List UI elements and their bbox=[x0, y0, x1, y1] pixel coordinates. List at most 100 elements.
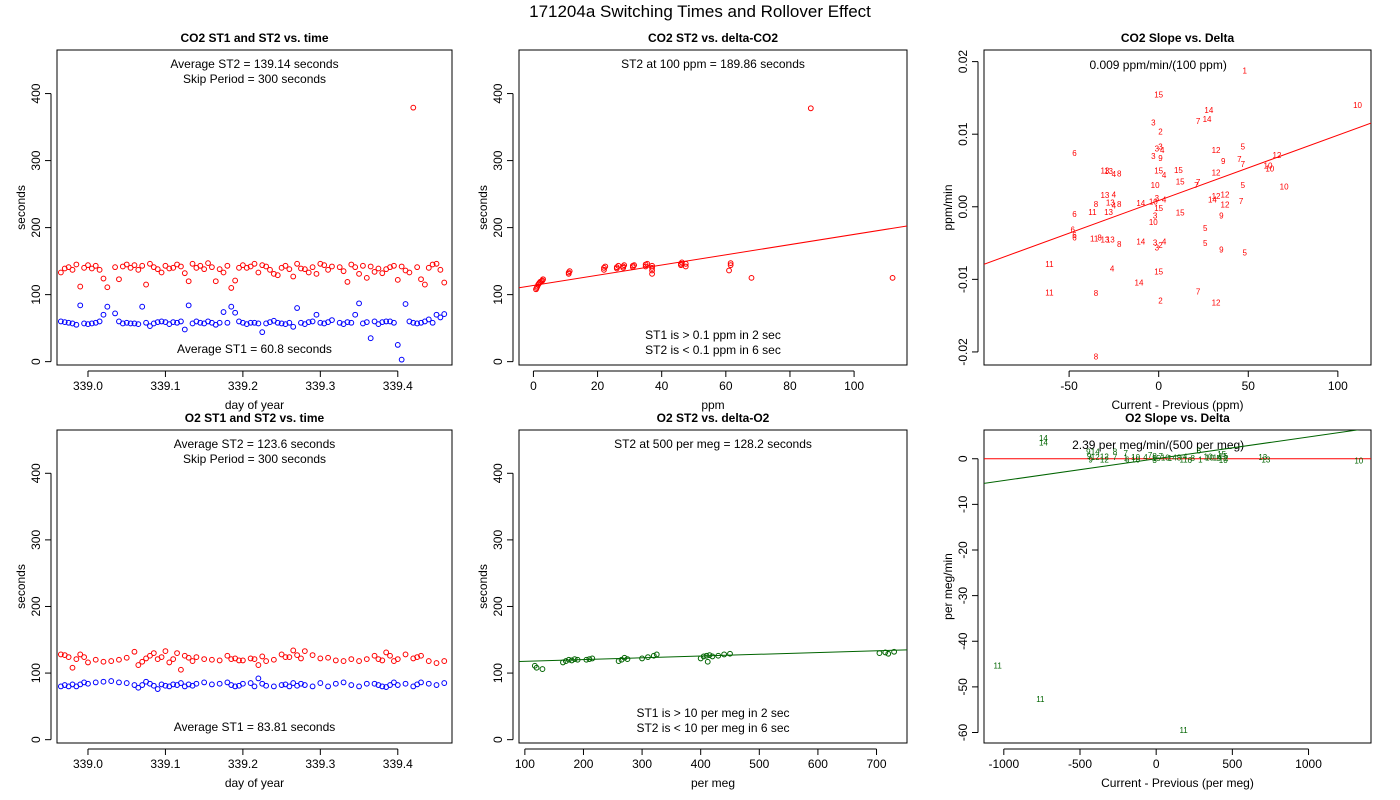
data-point bbox=[383, 649, 390, 656]
data-point bbox=[398, 263, 405, 270]
chart-title: CO2 Slope vs. Delta bbox=[1121, 31, 1235, 45]
data-point bbox=[340, 679, 347, 686]
data-point bbox=[232, 309, 239, 316]
x-tick-label: 339.4 bbox=[383, 757, 413, 771]
data-point bbox=[371, 318, 378, 325]
data-point bbox=[387, 652, 393, 659]
data-point bbox=[583, 656, 590, 663]
data-point bbox=[116, 276, 122, 283]
data-point-label: 3 bbox=[1153, 238, 1158, 247]
data-point bbox=[356, 300, 362, 307]
data-point bbox=[885, 650, 892, 657]
data-point bbox=[85, 321, 91, 328]
data-point bbox=[433, 682, 440, 688]
data-point-label: 4 bbox=[1112, 201, 1117, 210]
data-point bbox=[57, 651, 64, 658]
x-tick-label: 339.3 bbox=[305, 379, 335, 393]
data-point bbox=[174, 650, 180, 656]
panel-o2-st2-delta: O2 ST2 vs. delta-O2 100 200 300 400 500 600 700… bbox=[476, 411, 908, 790]
data-point bbox=[383, 318, 390, 325]
y-axis-label: seconds bbox=[14, 185, 28, 230]
plot-frame bbox=[56, 49, 453, 366]
data-point-label: 12 bbox=[1100, 452, 1109, 461]
y-tick-label: 300 bbox=[491, 530, 505, 550]
data-point bbox=[301, 266, 308, 273]
data-point bbox=[565, 656, 572, 663]
data-point bbox=[325, 266, 331, 273]
data-point bbox=[329, 317, 335, 323]
data-point-label: 4 bbox=[1112, 190, 1117, 199]
data-point bbox=[410, 655, 417, 662]
page-title: 171204a Switching Times and Rollover Eff… bbox=[529, 2, 871, 21]
y-tick-label: -0.01 bbox=[956, 265, 970, 293]
data-point bbox=[236, 657, 242, 664]
data-point bbox=[166, 659, 173, 666]
data-point bbox=[394, 682, 401, 688]
annotation-text: 2.39 per meg/min/(500 per meg) bbox=[1072, 438, 1244, 452]
data-point-label: 8 bbox=[1094, 289, 1099, 298]
data-point-label: 9 bbox=[1087, 452, 1092, 461]
data-point-label: 9 bbox=[1219, 211, 1224, 220]
data-point bbox=[298, 655, 304, 662]
data-point bbox=[228, 285, 235, 291]
data-point bbox=[348, 656, 355, 662]
data-point bbox=[336, 319, 343, 326]
data-point bbox=[267, 319, 273, 326]
x-tick-label: 400 bbox=[691, 757, 711, 771]
data-point bbox=[402, 680, 409, 687]
data-point-label: 13 bbox=[1258, 453, 1267, 462]
data-point-label: 6 bbox=[1125, 456, 1130, 465]
data-point-label: 1 bbox=[1168, 454, 1173, 463]
data-point bbox=[178, 318, 184, 325]
plot-frame bbox=[56, 429, 453, 744]
data-point-label: 12 bbox=[1212, 192, 1221, 201]
data-point bbox=[601, 266, 607, 273]
data-point bbox=[77, 651, 84, 658]
data-point bbox=[371, 268, 378, 275]
data-point bbox=[178, 680, 184, 686]
data-point bbox=[418, 679, 424, 686]
annotation-text: Average ST2 = 139.14 seconds bbox=[170, 57, 338, 71]
annotation-text: ST2 at 100 ppm = 189.86 seconds bbox=[621, 57, 805, 71]
y-tick-label: 200 bbox=[491, 596, 505, 616]
data-point bbox=[290, 680, 297, 686]
data-point bbox=[278, 682, 285, 688]
annotation-text: Skip Period = 300 seconds bbox=[183, 72, 326, 86]
data-point-label: 10 bbox=[1131, 456, 1140, 465]
data-point-label: 3 bbox=[1151, 152, 1156, 161]
y-tick-label: 0 bbox=[956, 455, 970, 462]
y-tick-label: 0.01 bbox=[956, 122, 970, 146]
data-point bbox=[123, 654, 130, 661]
data-point bbox=[394, 276, 401, 283]
data-point bbox=[721, 651, 728, 658]
data-point-label: 11 bbox=[1045, 260, 1054, 269]
data-point bbox=[644, 260, 651, 267]
fit-line bbox=[519, 225, 907, 289]
data-point bbox=[69, 320, 76, 327]
y-tick-label: 0 bbox=[29, 736, 43, 743]
data-point bbox=[127, 264, 134, 271]
data-point bbox=[615, 658, 622, 664]
data-point bbox=[69, 664, 76, 671]
data-point bbox=[178, 666, 184, 673]
y-tick-label: 400 bbox=[491, 83, 505, 103]
data-point-label: 7 bbox=[1239, 197, 1244, 206]
data-point bbox=[143, 281, 149, 288]
data-point bbox=[57, 683, 64, 690]
data-point-label: 3 bbox=[1152, 456, 1157, 465]
y-tick-label: -10 bbox=[956, 495, 970, 513]
data-point-label: 14 bbox=[1039, 434, 1048, 443]
data-point-label: 2 bbox=[1158, 296, 1163, 305]
data-point bbox=[154, 266, 161, 273]
y-tick-label: 0.00 bbox=[956, 195, 970, 219]
data-point-label: 13 bbox=[1100, 235, 1109, 244]
data-point bbox=[274, 272, 281, 279]
data-point bbox=[286, 683, 293, 690]
data-point bbox=[414, 320, 421, 327]
data-point bbox=[414, 264, 421, 271]
data-point bbox=[224, 262, 231, 269]
data-point bbox=[247, 319, 254, 326]
data-point bbox=[69, 266, 76, 273]
data-point bbox=[61, 319, 68, 326]
